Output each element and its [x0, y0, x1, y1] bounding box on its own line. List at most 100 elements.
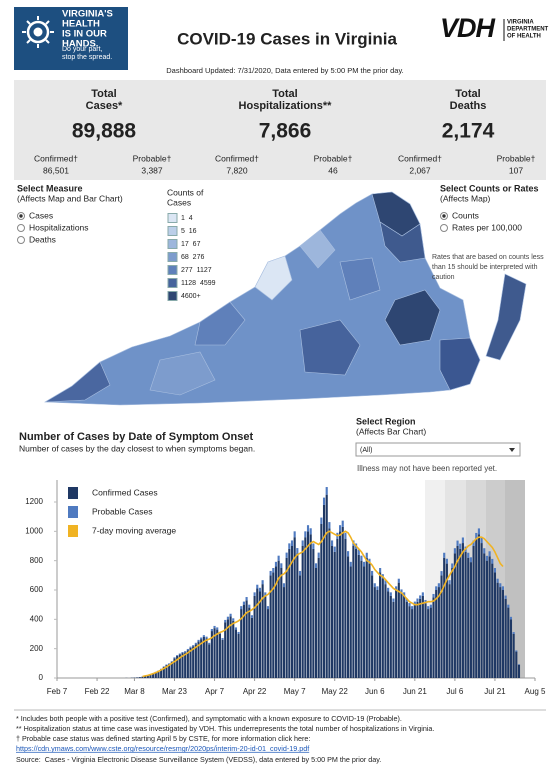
bar [285, 557, 288, 678]
footnote: * Includes both people with a positive t… [16, 714, 402, 723]
bar [245, 597, 248, 601]
bar [149, 674, 152, 678]
bar [435, 590, 438, 678]
bar [325, 487, 328, 495]
bar [170, 661, 173, 662]
bar [205, 638, 208, 678]
summary-label: Hospitalizations** [239, 100, 333, 112]
bar [389, 592, 392, 596]
bar [253, 592, 256, 596]
bar [250, 617, 254, 678]
bar [314, 563, 318, 568]
legend-swatch [167, 226, 178, 236]
bar [298, 575, 302, 678]
bar [365, 557, 368, 678]
bar [152, 673, 155, 678]
bar [509, 616, 513, 620]
bar [258, 587, 262, 592]
bar [320, 524, 323, 678]
footnotes: * Includes both people with a positive t… [16, 714, 434, 764]
bar [173, 658, 176, 678]
radio-button[interactable] [440, 224, 448, 232]
bar [165, 665, 168, 678]
bar [512, 632, 515, 634]
radio-label[interactable]: Deaths [29, 234, 56, 244]
radio-label[interactable]: Counts [452, 210, 479, 220]
bar [290, 546, 294, 678]
vdh-line: VIRGINIA [507, 20, 534, 26]
y-tick-label: 600 [30, 585, 44, 594]
bar [176, 655, 179, 656]
bar [256, 584, 259, 589]
bar [405, 601, 408, 678]
x-tick-label: May 7 [284, 687, 306, 696]
bar [376, 590, 379, 678]
dropdown-arrow[interactable] [509, 448, 515, 452]
region-dropdown[interactable] [355, 442, 521, 457]
bar [507, 607, 510, 678]
dropdown-value[interactable]: (All) [360, 447, 372, 454]
bar [194, 642, 197, 645]
bar [317, 552, 320, 558]
bar [298, 570, 302, 576]
bar [355, 548, 358, 678]
radio-dot[interactable] [442, 214, 446, 218]
bar [368, 563, 371, 678]
bar [469, 557, 472, 563]
bar [373, 583, 376, 588]
bar [432, 597, 435, 678]
bar [232, 618, 235, 621]
bar [328, 522, 331, 529]
bar [501, 590, 505, 678]
bar [280, 568, 283, 678]
bar [138, 677, 141, 678]
radio-button[interactable] [17, 236, 25, 244]
bar [186, 650, 189, 678]
updated-note: Dashboard Updated: 7/31/2020, Data enter… [166, 66, 404, 75]
summary: TotalCases*89,888Confirmed†86,501Probabl… [34, 88, 536, 175]
bar [216, 629, 219, 678]
bar [168, 663, 171, 665]
bar [216, 627, 219, 630]
bar [309, 528, 312, 535]
bar [237, 631, 240, 634]
bar [338, 525, 342, 532]
bar [403, 592, 406, 596]
x-tick-label: Mar 23 [162, 687, 187, 696]
bar [515, 650, 518, 652]
footnote-link[interactable]: https://cdn.ymaws.com/www.cste.org/resou… [16, 744, 309, 753]
radio-group: Counts Rates per 100,000 [440, 210, 522, 232]
radio-label[interactable]: Hospitalizations [29, 222, 89, 232]
bar [205, 636, 208, 639]
bar [325, 494, 328, 678]
bar [483, 553, 486, 678]
bar [261, 584, 264, 678]
radio-button[interactable] [17, 224, 25, 232]
radio-label[interactable]: Rates per 100,000 [452, 222, 522, 232]
bar [322, 497, 326, 505]
bar [405, 598, 408, 602]
bar [312, 548, 315, 678]
legend-label: Confirmed Cases [92, 487, 158, 497]
bar [328, 528, 331, 678]
bar [347, 551, 350, 557]
bar [317, 557, 320, 678]
bar [146, 675, 149, 678]
control-subtitle: (Affects Map and Bar Chart) [17, 193, 123, 203]
legend-label: 4600+ [181, 293, 201, 300]
breakdown-value: 3,387 [141, 165, 163, 175]
bar [499, 587, 502, 678]
breakdown-value: 107 [509, 165, 523, 175]
bar [512, 634, 515, 678]
bar [344, 532, 347, 539]
bar [504, 595, 507, 599]
radio-label[interactable]: Cases [29, 210, 53, 220]
bar [282, 587, 286, 678]
bar [312, 543, 315, 549]
radio-dot[interactable] [19, 214, 23, 218]
bar [347, 556, 350, 678]
bar [363, 561, 366, 567]
bar [176, 656, 179, 678]
bar [306, 525, 310, 532]
y-tick-label: 400 [30, 614, 44, 623]
